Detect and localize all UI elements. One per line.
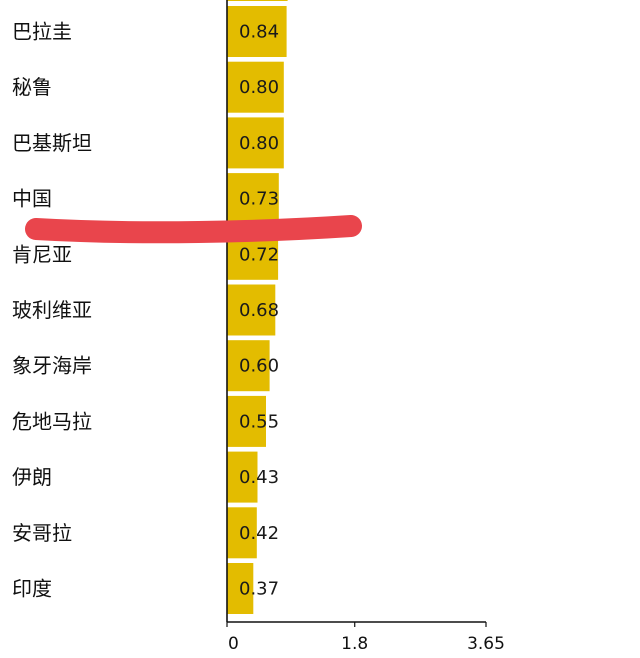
bar-2 <box>227 117 284 169</box>
value-label: 0.60 <box>239 356 279 377</box>
x-tick-label: 1.8 <box>341 634 368 654</box>
annotation-layer <box>25 215 362 244</box>
x-tick-label: 0 <box>228 634 239 654</box>
bar-9 <box>227 507 257 559</box>
category-label: 肯尼亚 <box>12 242 72 266</box>
bar-5 <box>227 284 276 336</box>
highlighter-stroke <box>25 215 362 244</box>
value-label: 0.43 <box>239 467 279 488</box>
category-label: 安哥拉 <box>12 521 72 545</box>
bar-1 <box>227 61 284 113</box>
value-label: 0.80 <box>239 77 279 98</box>
bar-3 <box>227 173 279 225</box>
bar-7 <box>227 395 266 447</box>
value-label: 0.55 <box>239 411 279 432</box>
category-label: 危地马拉 <box>12 409 92 433</box>
value-label: 0.72 <box>239 244 279 265</box>
axis-layer: 0 1.8 3.65 <box>226 0 505 654</box>
value-label: 0.68 <box>239 300 279 321</box>
labels-layer: 巴拉圭 0.84 秘鲁 0.80 巴基斯坦 0.80 中国 0.73 肯尼亚 0.72 玻利维亚 0.… <box>12 20 279 601</box>
bar-partial-top <box>227 0 288 1</box>
category-label: 中国 <box>12 187 52 211</box>
value-label: 0.42 <box>239 523 279 544</box>
category-label: 玻利维亚 <box>12 298 92 322</box>
category-label: 印度 <box>12 577 52 601</box>
category-label: 巴基斯坦 <box>12 131 92 155</box>
category-label: 秘鲁 <box>12 75 52 99</box>
value-label: 0.80 <box>239 133 279 154</box>
bar-6 <box>227 340 270 392</box>
category-label: 象牙海岸 <box>12 354 92 378</box>
x-tick-label: 3.65 <box>467 634 505 654</box>
category-label: 伊朗 <box>12 465 52 489</box>
bar-8 <box>227 451 258 503</box>
bar-0 <box>227 6 287 57</box>
value-label: 0.84 <box>239 22 279 43</box>
category-label: 巴拉圭 <box>12 20 72 44</box>
bar-10 <box>227 563 254 614</box>
value-label: 0.37 <box>239 579 279 600</box>
value-label: 0.73 <box>239 189 279 210</box>
